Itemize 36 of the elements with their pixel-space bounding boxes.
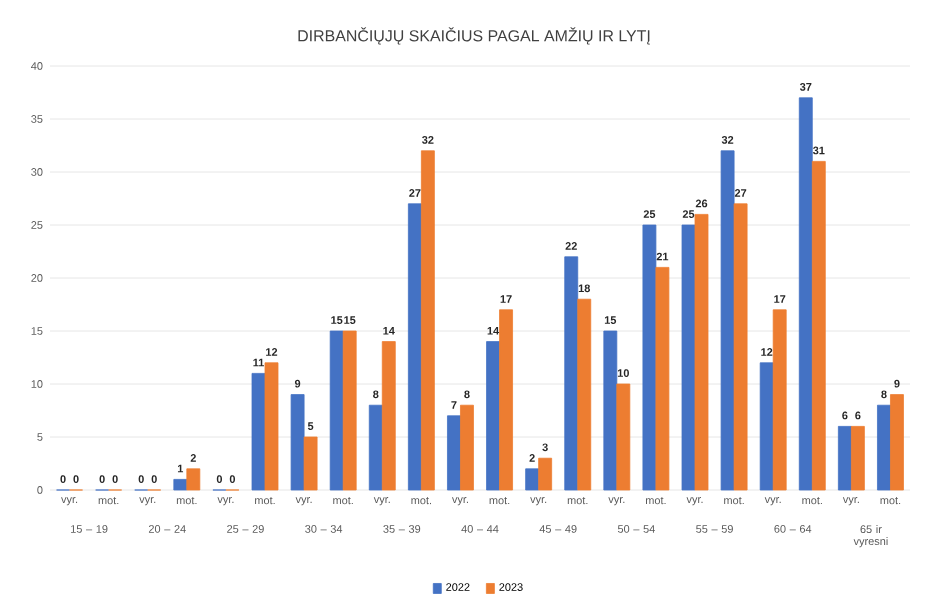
bar: [264, 362, 279, 491]
bar: [499, 309, 513, 491]
bar: [811, 161, 826, 491]
bar: [407, 203, 422, 491]
bar: [759, 362, 774, 491]
bar: [890, 394, 904, 491]
bar: [420, 150, 435, 491]
bar: [772, 309, 787, 491]
bar: [525, 468, 540, 491]
bar: [877, 404, 891, 491]
bar: [798, 97, 813, 491]
bar: [720, 150, 735, 491]
bar: [538, 457, 553, 491]
bar: [564, 256, 579, 491]
bar: [850, 426, 865, 491]
bar: [460, 404, 474, 491]
bar: [173, 479, 188, 491]
bar: [642, 224, 657, 491]
bar: [381, 341, 396, 491]
bar: [368, 404, 383, 491]
bar: [329, 330, 344, 491]
bar: [733, 203, 748, 491]
bar: [616, 383, 631, 491]
bar: [577, 298, 592, 491]
bar: [486, 341, 500, 491]
bar: [694, 214, 709, 491]
bar: [681, 224, 696, 491]
bar: [342, 330, 357, 491]
bar: [303, 436, 318, 491]
bar: [186, 468, 201, 491]
bar: [290, 394, 305, 491]
bar: [251, 373, 266, 491]
bar: [655, 267, 670, 491]
bar: [603, 330, 618, 491]
bar: [447, 415, 461, 491]
bar: [837, 426, 852, 491]
